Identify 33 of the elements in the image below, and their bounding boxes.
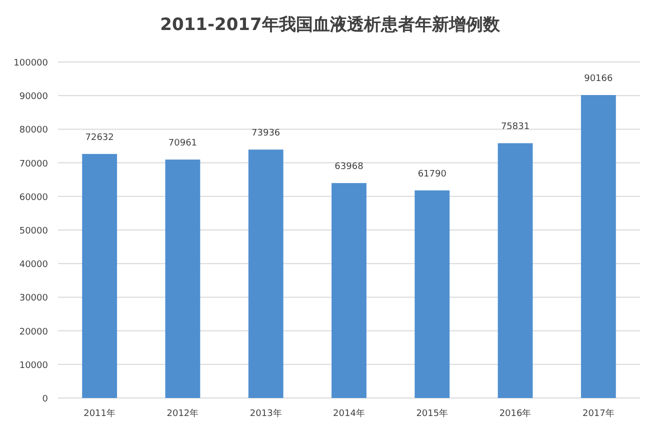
bar: [165, 160, 200, 398]
x-tick-label: 2015年: [416, 408, 448, 419]
x-tick-label: 2013年: [250, 408, 282, 419]
data-label: 75831: [500, 122, 530, 132]
data-label: 63968: [334, 162, 364, 172]
y-tick-label: 0: [42, 394, 48, 404]
chart-title: 2011-2017年我国血液透析患者年新增例数: [160, 15, 501, 35]
data-label: 70961: [168, 138, 198, 149]
x-tick-label: 2011年: [84, 408, 116, 419]
y-tick-label: 50000: [19, 226, 48, 236]
data-label: 73936: [252, 128, 280, 139]
bar: [414, 190, 450, 398]
x-tick-label: 2012年: [166, 408, 199, 419]
y-tick-label: 60000: [19, 192, 48, 203]
y-tick-label: 70000: [19, 159, 48, 170]
data-label: 61790: [418, 169, 447, 180]
data-label: 72632: [85, 132, 114, 143]
y-tick-label: 30000: [19, 294, 48, 304]
data-label: 90166: [584, 74, 614, 84]
y-tick-label: 90000: [19, 92, 48, 102]
y-tick-label: 100000: [14, 58, 48, 68]
y-tick-label: 20000: [19, 327, 48, 338]
bar: [248, 150, 284, 398]
bar: [580, 95, 616, 398]
x-tick-label: 2016年: [499, 408, 532, 419]
y-tick-label: 80000: [19, 126, 48, 136]
y-tick-label: 40000: [19, 260, 48, 270]
y-tick-label: 10000: [19, 360, 48, 371]
x-tick-label: 2014年: [333, 408, 365, 419]
bar: [332, 183, 366, 398]
bar: [82, 154, 118, 398]
bar: [498, 143, 533, 398]
x-tick-label: 2017年: [582, 408, 614, 419]
